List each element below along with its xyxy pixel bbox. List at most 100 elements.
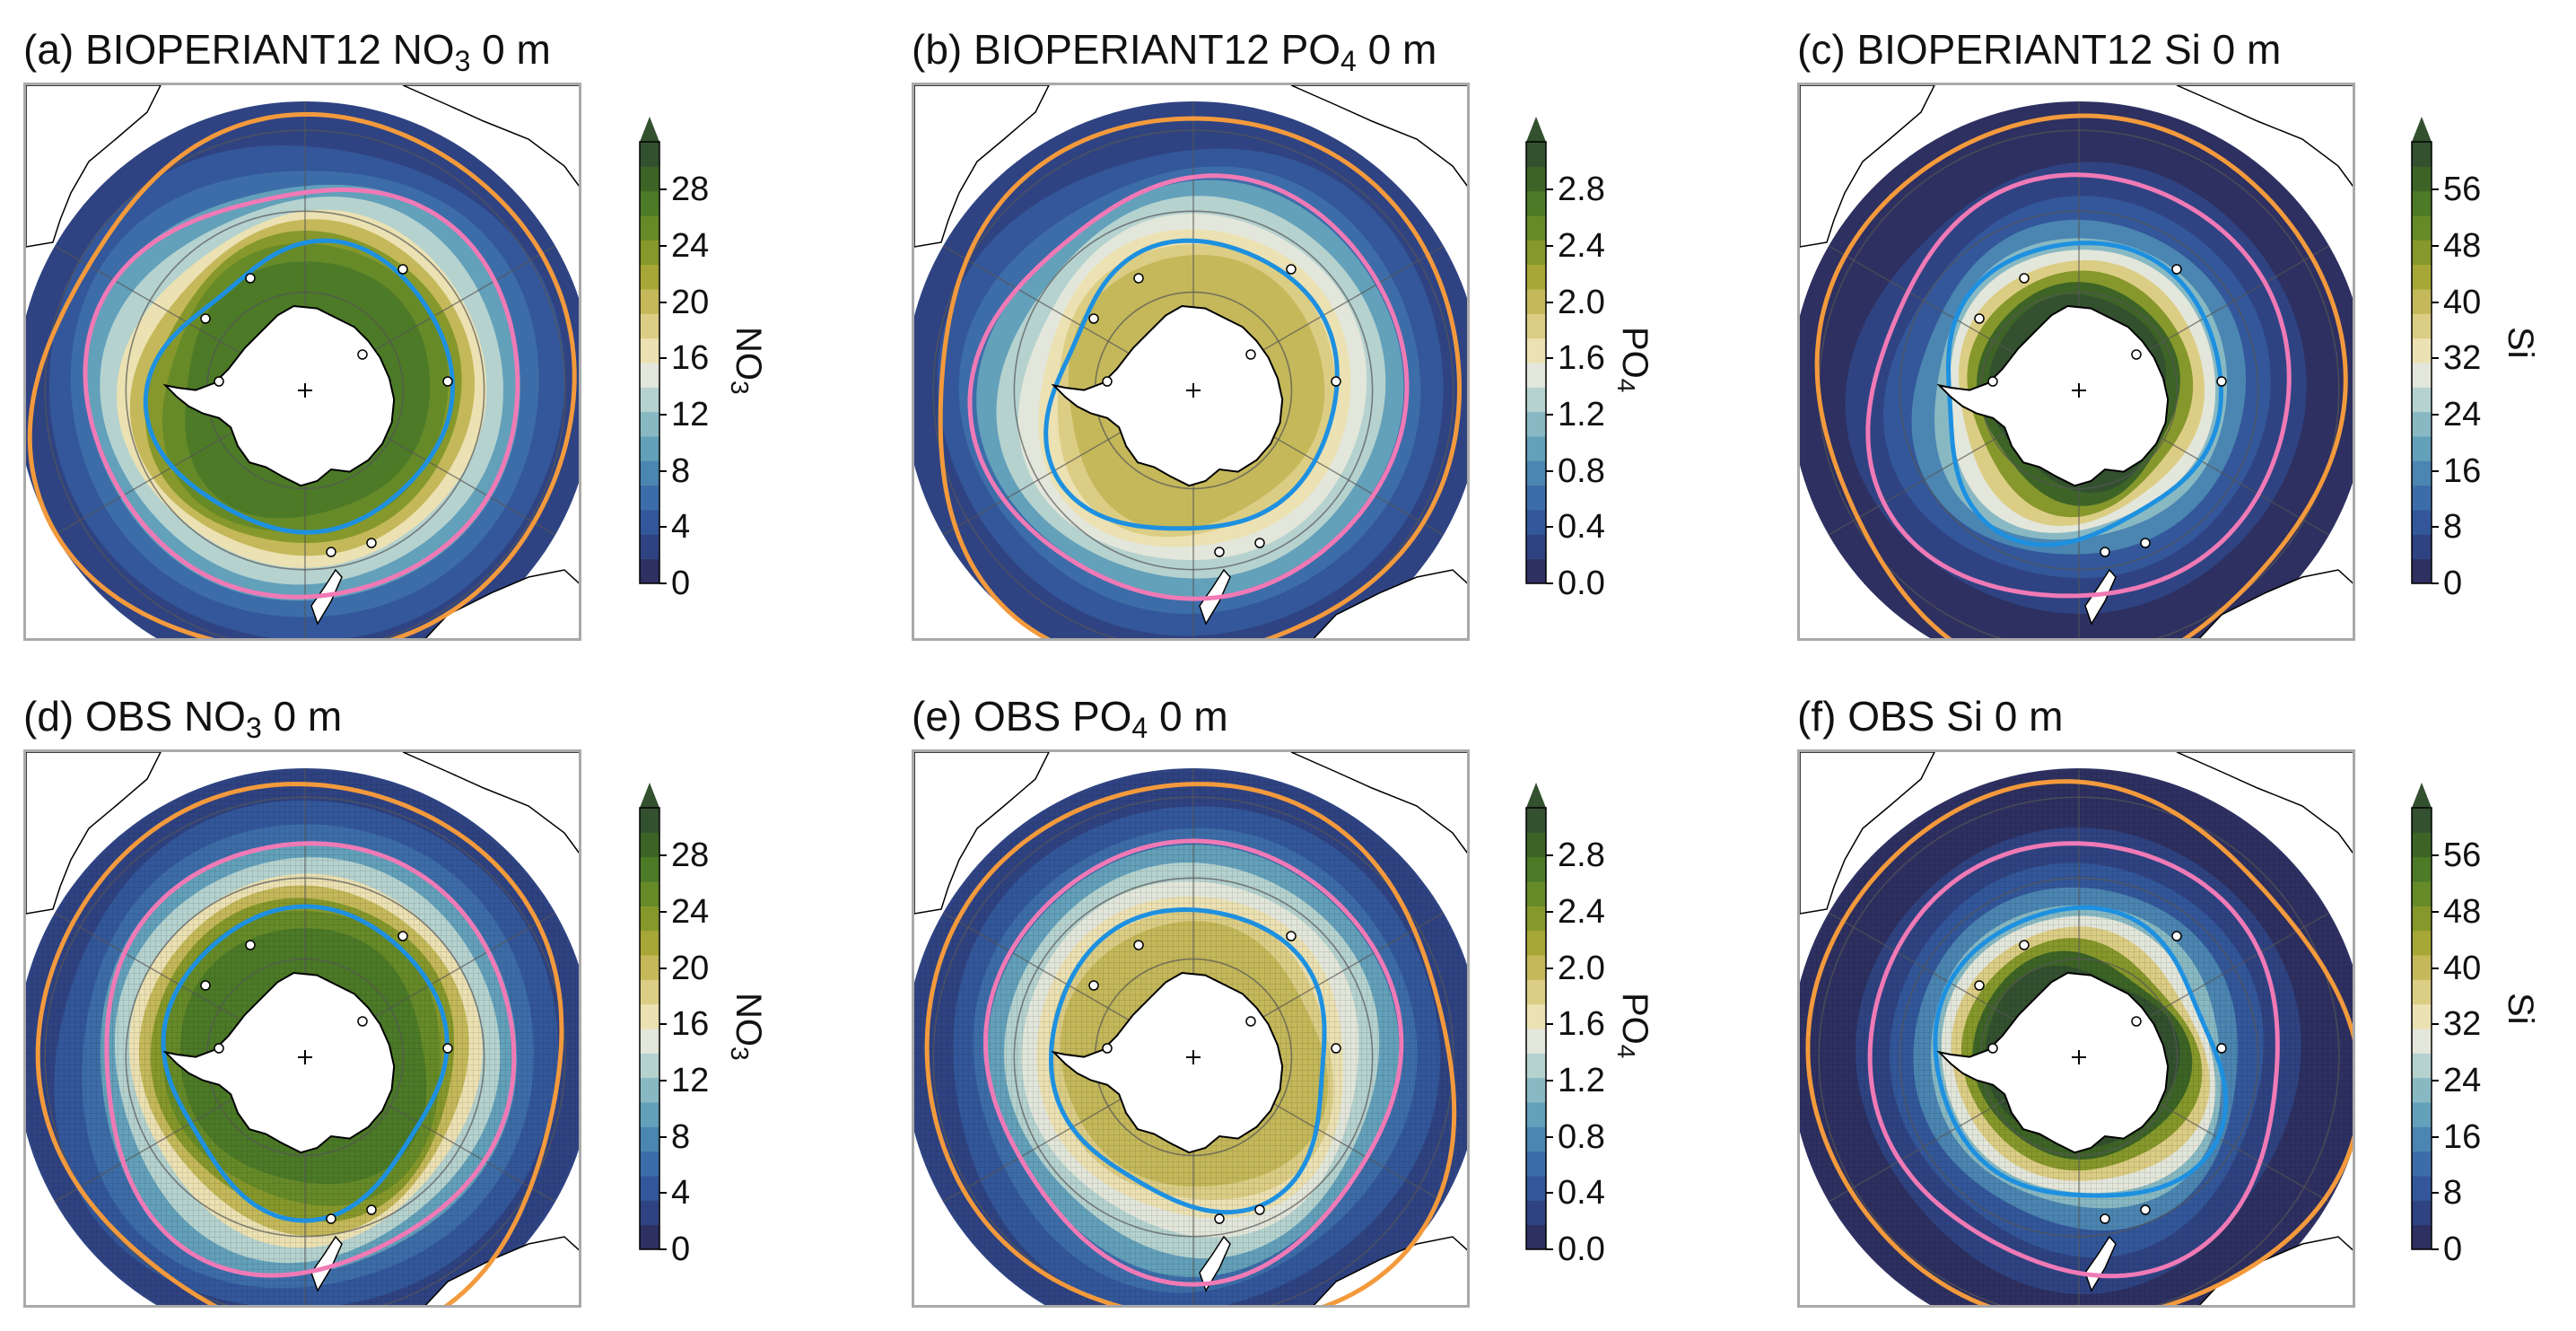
colorbar-tick-label: 12 (671, 1061, 710, 1099)
new-zealand-land (2084, 568, 2117, 626)
island (1088, 980, 1099, 991)
colorbar-tick-label: 0.8 (1558, 451, 1605, 490)
colorbar-tick-mark (659, 582, 667, 584)
colorbar-tick-mark (659, 188, 667, 191)
colorbar-segment (2412, 906, 2432, 932)
colorbar-label-chem: Si (2501, 993, 2540, 1025)
map-canvas (914, 85, 1467, 638)
island (245, 273, 256, 284)
panel-title-subscript: 4 (1131, 712, 1148, 744)
colorbar-tick-mark (2432, 357, 2439, 360)
colorbar-tick-label: 24 (2443, 395, 2482, 433)
colorbar-segment (1526, 1224, 1546, 1250)
south-america-land (914, 752, 1050, 915)
colorbar-tick-mark (659, 526, 667, 529)
panel-title-chem: NO (392, 26, 455, 73)
island (366, 538, 377, 548)
panel-title-prefix: (f) OBS (1797, 693, 1947, 740)
panel-title-chem: NO (183, 693, 246, 740)
colorbar-tick-label: 2.4 (1558, 892, 1605, 931)
colorbar-tick-mark (2432, 1135, 2439, 1138)
colorbar-tick-mark (659, 967, 667, 969)
colorbar-segment (2412, 264, 2432, 290)
colorbar-segment (2412, 289, 2432, 314)
island (2131, 1016, 2142, 1027)
panel-title-prefix: (e) OBS (912, 693, 1072, 740)
colorbar-tick-label: 12 (671, 395, 710, 433)
island (326, 1213, 336, 1224)
polar-map (912, 83, 1470, 641)
colorbar-label-subscript: 4 (1612, 378, 1640, 393)
polar-map (1797, 83, 2355, 641)
island (1245, 349, 1256, 360)
colorbar-tick-mark (659, 854, 667, 857)
africa-land (402, 752, 579, 854)
colorbar-segment (640, 264, 659, 290)
colorbar-tick-label: 1.6 (1558, 1005, 1605, 1044)
colorbar-segment (1526, 190, 1546, 216)
colorbar-segment (1526, 558, 1546, 584)
colorbar-segment (640, 166, 659, 192)
colorbar-tick-label: 8 (2443, 508, 2463, 547)
colorbar-label-chem: NO (729, 993, 768, 1046)
panel-title-subscript: 4 (1340, 45, 1357, 77)
island (200, 980, 211, 991)
colorbar-segment (640, 313, 659, 339)
colorbar-tick-label: 0.8 (1558, 1117, 1605, 1156)
colorbar-tick-mark (1546, 413, 1553, 416)
colorbar-tick-mark (1546, 1135, 1553, 1138)
map-canvas (1800, 752, 2353, 1305)
front-outer (35, 781, 564, 1305)
colorbar-tick-mark (659, 1079, 667, 1081)
panel-title-chem: Si (1946, 693, 1984, 740)
africa-land (1290, 752, 1467, 854)
colorbar-segment (640, 411, 659, 437)
colorbar-segment (2412, 930, 2432, 956)
colorbar-tick-mark (1546, 1248, 1553, 1250)
colorbar-tick-mark (2432, 1248, 2439, 1250)
new-zealand-land (310, 1235, 343, 1292)
island (1214, 1213, 1225, 1224)
colorbar-label-chem: PO (1615, 327, 1655, 379)
front-middle (967, 173, 1410, 601)
australia-land (2198, 569, 2353, 638)
colorbar-segment (2412, 142, 2432, 167)
island (397, 264, 408, 275)
colorbar-segment (640, 436, 659, 461)
colorbar-tick-mark (2432, 854, 2439, 857)
island (1254, 538, 1265, 548)
colorbar-segment (640, 1053, 659, 1079)
colorbar-segment (2412, 240, 2432, 266)
island (2100, 547, 2110, 557)
colorbar-segment (1526, 142, 1546, 167)
island (442, 376, 453, 387)
colorbar-segment (2412, 1176, 2432, 1201)
colorbar-tick-mark (2432, 469, 2439, 472)
colorbar-tick-label: 48 (2443, 226, 2482, 265)
colorbar-tick-mark (1546, 582, 1553, 584)
colorbar-segment (2412, 337, 2432, 363)
front-inner (143, 238, 456, 535)
panel-title: (f) OBS Si 0 m (1797, 696, 2064, 737)
colorbar-segment (1526, 460, 1546, 486)
colorbar-tick-mark (2432, 582, 2439, 584)
island (1987, 376, 1998, 387)
colorbar-segment (640, 1003, 659, 1029)
antarctica-land (1936, 304, 2170, 487)
colorbar-tick-mark (1546, 357, 1553, 360)
colorbar-segment (2412, 460, 2432, 486)
map-canvas (26, 85, 579, 638)
front-outer (1814, 113, 2348, 638)
colorbar-segment (640, 1102, 659, 1127)
colorbar-tick-label: 32 (2443, 1005, 2482, 1044)
colorbar-tick-label: 0 (671, 1230, 691, 1268)
colorbar-segment (1526, 1029, 1546, 1054)
colorbar-segment (1526, 1003, 1546, 1029)
front-middle (83, 187, 520, 600)
colorbar (639, 781, 660, 1257)
colorbar-segment (640, 460, 659, 486)
colorbar-tick-label: 24 (671, 226, 710, 265)
island (1974, 980, 1985, 991)
panel-title: (b) BIOPERIANT12 PO4 0 m (912, 29, 1436, 75)
